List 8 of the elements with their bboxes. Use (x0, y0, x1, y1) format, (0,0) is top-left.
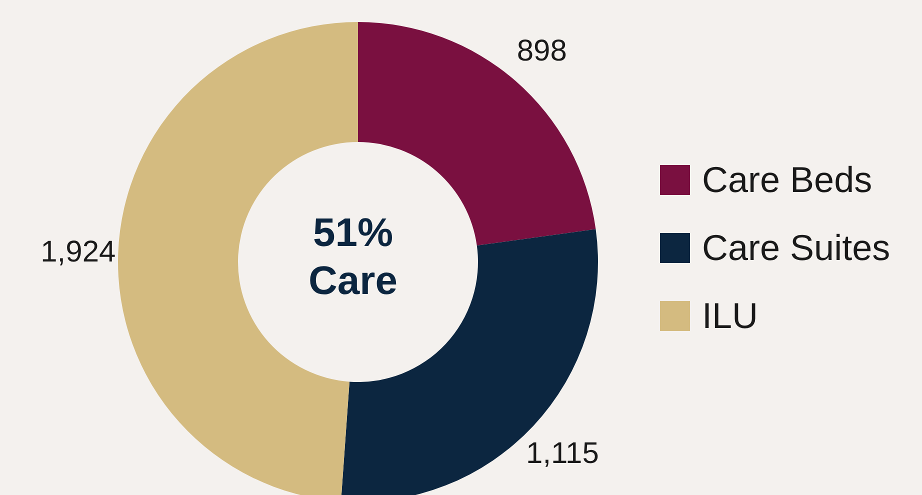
text: Care (308, 259, 398, 303)
data-label: 898 (516, 34, 567, 68)
data-label: 1,115 (526, 436, 599, 470)
data-label: 1,924 (40, 236, 116, 269)
legend-label: ILU (702, 294, 758, 336)
legend-label: Care Suites (702, 226, 890, 268)
text: 51% (312, 211, 394, 255)
legend-label: Care Beds (702, 158, 872, 200)
